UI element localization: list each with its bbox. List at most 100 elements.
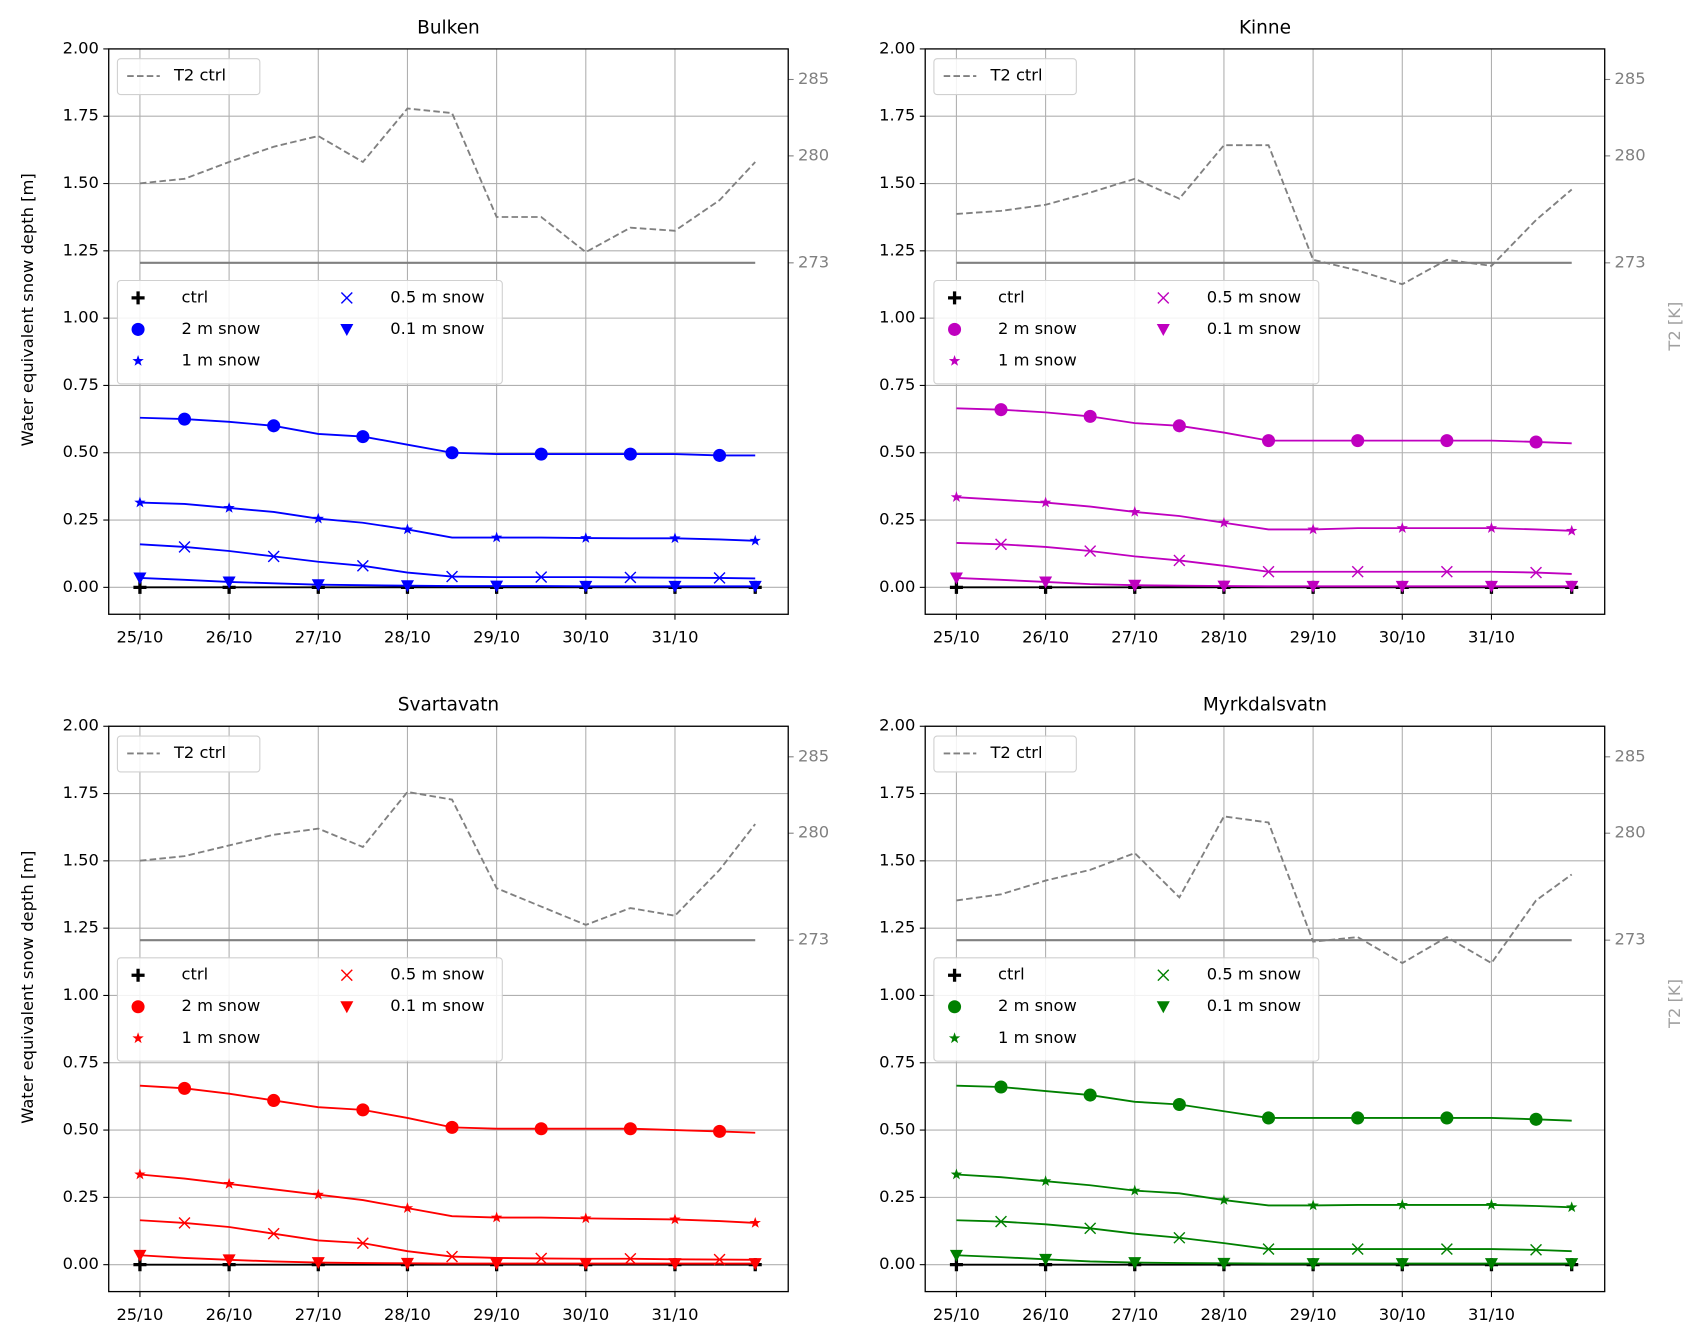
- marker-circle: [445, 1120, 459, 1134]
- marker-star: [134, 1168, 146, 1180]
- y-tick-label: 0.00: [63, 1254, 99, 1273]
- y-tick-label: 1.25: [879, 240, 915, 259]
- series-line: [139, 501, 756, 542]
- marker-triangle: [1128, 579, 1142, 592]
- marker-circle: [177, 412, 192, 426]
- legend-box: [116, 58, 261, 96]
- marker-star: [1218, 1194, 1230, 1205]
- x-tick-label: 27/10: [295, 1305, 342, 1324]
- marker-star: [749, 534, 761, 546]
- legend-label: 1 m snow: [182, 350, 261, 369]
- marker-x: [624, 1252, 637, 1265]
- marker-triangle: [1039, 1253, 1053, 1266]
- temperature-line: [139, 107, 756, 254]
- marker-x: [535, 1252, 548, 1265]
- legend-label: 0.1 m snow: [1207, 319, 1301, 338]
- legend-label: 2 m snow: [998, 319, 1077, 338]
- subplot: Kinne 25/10 26/10 27/10 28/10 29/10 30/10 31/10…: [879, 17, 1684, 646]
- marker-star: [1485, 522, 1498, 533]
- marker-star: [1307, 523, 1319, 535]
- y2-tick-label: 280: [798, 145, 829, 164]
- marker-x: [178, 541, 191, 553]
- x-tick-label: 25/10: [116, 1305, 163, 1324]
- marker-circle: [534, 447, 548, 461]
- marker-star: [580, 1212, 592, 1224]
- y-tick-label: 1.75: [63, 783, 99, 802]
- y-tick-label: 2.00: [879, 716, 915, 735]
- legend-label: 1 m snow: [998, 1028, 1077, 1047]
- x-tick-label: 31/10: [651, 1305, 698, 1324]
- y-tick-label: 0.00: [63, 577, 99, 596]
- legend-label: 0.5 m snow: [1207, 287, 1301, 306]
- y-tick-label: 2.00: [63, 38, 99, 57]
- y2-tick-label: 280: [1614, 823, 1645, 842]
- x-tick-label: 28/10: [384, 628, 431, 647]
- y-tick-label: 1.75: [879, 783, 915, 802]
- legend-marker: [131, 968, 145, 982]
- marker-triangle: [1217, 580, 1231, 593]
- legend-box: [116, 279, 503, 385]
- subplot-title: Svartavatn: [398, 695, 499, 716]
- x-tick-label: 29/10: [1290, 1305, 1337, 1324]
- series-line: [139, 576, 756, 588]
- legend-marker: [340, 323, 354, 336]
- y2-tick-label: 273: [798, 930, 829, 949]
- y-tick-label: 0.75: [63, 375, 99, 394]
- marker-star: [401, 1202, 414, 1213]
- y-tick-label: 0.00: [879, 577, 915, 596]
- marker-circle: [1440, 434, 1454, 448]
- legend-label: T2 ctrl: [989, 66, 1042, 85]
- marker-triangle: [311, 579, 325, 592]
- y-tick-label: 1.25: [63, 240, 99, 259]
- y-tick-label: 1.50: [879, 173, 915, 192]
- x-tick-label: 26/10: [206, 1305, 253, 1324]
- marker-circle: [1529, 435, 1543, 449]
- y2-tick-label: 280: [798, 823, 829, 842]
- marker-star: [1396, 522, 1408, 533]
- legend-marker: [1157, 291, 1170, 304]
- x-tick-label: 25/10: [933, 628, 980, 647]
- marker-triangle: [1565, 580, 1579, 593]
- series-line: [139, 1219, 756, 1261]
- legend-label: 2 m snow: [998, 996, 1077, 1015]
- temperature-line: [956, 144, 1573, 286]
- marker-triangle: [579, 1258, 593, 1271]
- marker-triangle: [748, 1258, 762, 1271]
- y2-tick-label: 285: [1614, 746, 1645, 765]
- y-tick-label: 0.50: [63, 1120, 99, 1139]
- marker-star: [1218, 516, 1230, 528]
- marker-x: [1440, 1243, 1453, 1255]
- plot-frame: [108, 725, 789, 1293]
- series-line: [139, 543, 756, 580]
- plot-frame: [924, 725, 1606, 1293]
- legend-box: [933, 957, 1320, 1062]
- marker-x: [1262, 1243, 1275, 1255]
- marker-triangle: [1217, 1257, 1231, 1270]
- legend-label: 2 m snow: [182, 319, 261, 338]
- marker-star: [1129, 505, 1141, 517]
- y-tick-label: 1.75: [63, 106, 99, 125]
- marker-star: [312, 1188, 324, 1200]
- marker-star: [1129, 1184, 1141, 1196]
- marker-circle: [713, 448, 727, 462]
- legend-marker: [1156, 323, 1170, 336]
- legend-marker: [131, 1000, 145, 1014]
- marker-circle: [1083, 1088, 1097, 1102]
- marker-x: [267, 550, 280, 563]
- subplot: Svartavatn 25/10 26/10 27/10 28/10 29/10 30/10…: [18, 695, 829, 1324]
- y-tick-label: 2.00: [63, 716, 99, 735]
- marker-circle: [177, 1081, 192, 1095]
- marker-x: [1173, 554, 1186, 567]
- marker-x: [1440, 565, 1453, 578]
- marker-x: [624, 571, 637, 584]
- y-tick-label: 0.50: [879, 1120, 915, 1139]
- plot-frame: [924, 48, 1606, 615]
- legend-box: [933, 58, 1077, 96]
- marker-triangle: [1306, 1258, 1320, 1271]
- x-tick-label: 28/10: [1200, 1305, 1247, 1324]
- marker-circle: [713, 1124, 727, 1138]
- y-tick-label: 1.50: [63, 173, 99, 192]
- subplot: Myrkdalsvatn 25/10 26/10 27/10 28/10 29/10 30/…: [879, 695, 1684, 1324]
- marker-circle: [623, 447, 637, 461]
